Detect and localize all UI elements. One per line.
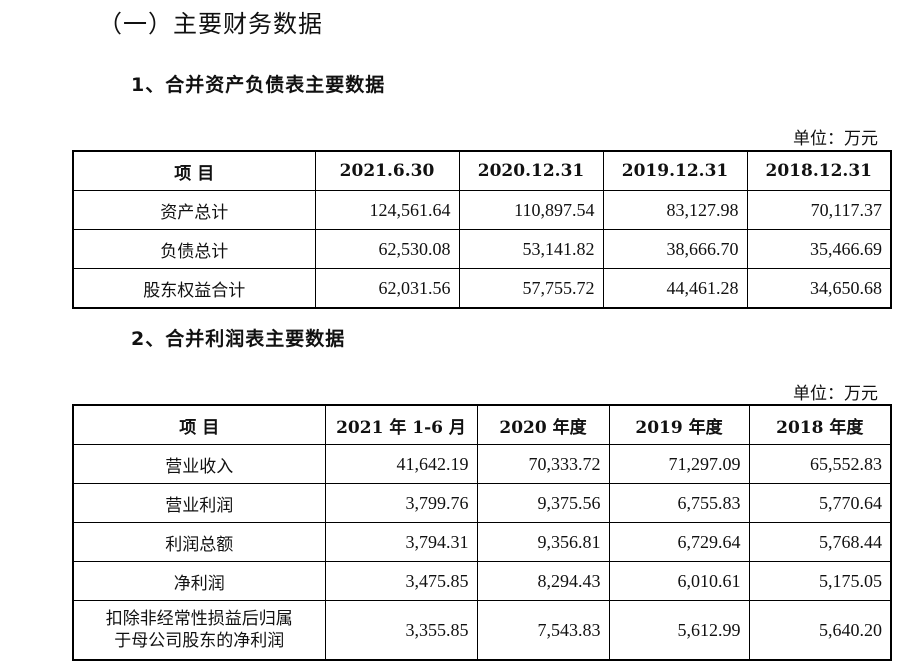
table-cell: 3,799.76 [324,483,478,523]
column-header: 2019 年度 [608,404,750,445]
section-title: （一）主要财务数据 [98,10,323,38]
table-cell: 8,294.43 [476,561,610,601]
table-cell: 41,642.19 [324,444,478,484]
table-row: 营业利润 3,799.76 9,375.56 6,755.83 5,770.64 [72,483,892,523]
table-row: 股东权益合计 62,031.56 57,755.72 44,461.28 34,… [72,268,892,309]
column-header: 2020.12.31 [458,150,604,191]
row-label-line: 扣除非经常性损益后归属 [105,609,293,629]
table-cell: 3,475.85 [324,561,478,601]
table-cell: 70,333.72 [476,444,610,484]
income-statement-table: 项 目 2021 年 1-6 月 2020 年度 2019 年度 2018 年度… [72,404,892,661]
row-label: 扣除非经常性损益后归属 于母公司股东的净利润 [72,600,326,661]
column-header: 2019.12.31 [602,150,748,191]
table-cell: 62,031.56 [314,268,460,309]
column-header: 2021 年 1-6 月 [324,404,478,445]
table-cell: 53,141.82 [458,229,604,269]
row-label: 负债总计 [72,229,316,269]
table-cell: 9,356.81 [476,522,610,562]
column-header: 2021.6.30 [314,150,460,191]
column-header: 2020 年度 [476,404,610,445]
income-statement-unit: 单位：万元 [793,384,878,404]
table-cell: 71,297.09 [608,444,750,484]
table-cell: 6,729.64 [608,522,750,562]
table-cell: 5,768.44 [748,522,892,562]
table-cell: 34,650.68 [746,268,892,309]
table-cell: 5,612.99 [608,600,750,661]
table-row: 扣除非经常性损益后归属 于母公司股东的净利润 3,355.85 7,543.83… [72,600,892,661]
balance-sheet-title: 1、合并资产负债表主要数据 [131,74,386,96]
row-label: 利润总额 [72,522,326,562]
table-cell: 65,552.83 [748,444,892,484]
table-cell: 3,794.31 [324,522,478,562]
table-cell: 83,127.98 [602,190,748,230]
table-header-row: 项 目 2021.6.30 2020.12.31 2019.12.31 2018… [72,150,892,191]
row-label-line: 于母公司股东的净利润 [114,631,285,651]
row-label: 净利润 [72,561,326,601]
table-row: 负债总计 62,530.08 53,141.82 38,666.70 35,46… [72,229,892,269]
table-row: 资产总计 124,561.64 110,897.54 83,127.98 70,… [72,190,892,230]
table-row: 净利润 3,475.85 8,294.43 6,010.61 5,175.05 [72,561,892,601]
row-label: 营业利润 [72,483,326,523]
table-cell: 62,530.08 [314,229,460,269]
table-cell: 5,640.20 [748,600,892,661]
column-header: 2018 年度 [748,404,892,445]
row-label: 营业收入 [72,444,326,484]
column-header: 项 目 [72,150,316,191]
table-cell: 3,355.85 [324,600,478,661]
balance-sheet-table: 项 目 2021.6.30 2020.12.31 2019.12.31 2018… [72,150,892,309]
table-header-row: 项 目 2021 年 1-6 月 2020 年度 2019 年度 2018 年度 [72,404,892,445]
table-cell: 7,543.83 [476,600,610,661]
table-cell: 5,770.64 [748,483,892,523]
table-cell: 6,755.83 [608,483,750,523]
table-cell: 9,375.56 [476,483,610,523]
table-cell: 70,117.37 [746,190,892,230]
table-cell: 38,666.70 [602,229,748,269]
table-cell: 110,897.54 [458,190,604,230]
row-label: 股东权益合计 [72,268,316,309]
table-row: 利润总额 3,794.31 9,356.81 6,729.64 5,768.44 [72,522,892,562]
table-cell: 44,461.28 [602,268,748,309]
balance-sheet-unit: 单位：万元 [793,129,878,149]
table-cell: 124,561.64 [314,190,460,230]
column-header: 2018.12.31 [746,150,892,191]
table-cell: 57,755.72 [458,268,604,309]
column-header: 项 目 [72,404,326,445]
income-statement-title: 2、合并利润表主要数据 [131,328,346,350]
table-cell: 5,175.05 [748,561,892,601]
table-cell: 35,466.69 [746,229,892,269]
row-label: 资产总计 [72,190,316,230]
table-cell: 6,010.61 [608,561,750,601]
table-row: 营业收入 41,642.19 70,333.72 71,297.09 65,55… [72,444,892,484]
